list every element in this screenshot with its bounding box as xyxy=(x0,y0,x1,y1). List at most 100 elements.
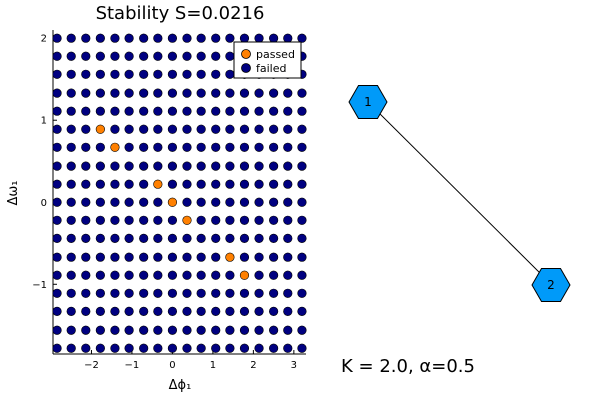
point-failed xyxy=(153,106,163,116)
point-failed xyxy=(139,233,149,243)
point-failed xyxy=(269,179,279,189)
point-failed xyxy=(225,88,235,98)
point-failed xyxy=(95,88,105,98)
y-tick-label: 0 xyxy=(41,198,47,209)
point-failed xyxy=(110,288,120,298)
point-failed xyxy=(167,270,178,280)
point-failed xyxy=(211,51,221,61)
point-failed xyxy=(110,179,120,189)
point-failed xyxy=(81,233,91,243)
point-failed xyxy=(297,197,307,207)
point-failed xyxy=(269,33,279,43)
legend-label-passed: passed xyxy=(256,48,295,61)
point-failed xyxy=(269,215,279,225)
point-failed xyxy=(167,69,178,79)
point-failed xyxy=(110,215,120,225)
point-failed xyxy=(254,197,264,207)
point-failed xyxy=(153,215,163,225)
point-failed xyxy=(182,142,192,152)
point-failed xyxy=(297,252,307,262)
point-failed xyxy=(66,343,76,353)
point-failed xyxy=(167,88,178,98)
node-2-label: 2 xyxy=(547,278,555,292)
point-failed xyxy=(52,306,62,316)
point-failed xyxy=(81,215,91,225)
point-failed xyxy=(139,343,149,353)
point-failed xyxy=(297,215,307,225)
point-failed xyxy=(139,69,149,79)
point-failed xyxy=(153,69,163,79)
point-failed xyxy=(66,33,76,43)
point-failed xyxy=(167,252,178,262)
point-failed xyxy=(95,197,105,207)
node-2-hexagon xyxy=(531,268,571,302)
point-failed xyxy=(211,142,221,152)
point-failed xyxy=(52,325,62,335)
point-failed xyxy=(211,270,221,280)
point-failed xyxy=(182,161,192,171)
point-failed xyxy=(167,343,178,353)
data-points xyxy=(52,33,307,353)
point-failed xyxy=(52,69,62,79)
point-failed xyxy=(211,288,221,298)
legend: passed failed xyxy=(233,41,302,79)
point-failed xyxy=(269,343,279,353)
point-failed xyxy=(124,215,134,225)
point-failed xyxy=(196,179,206,189)
point-failed xyxy=(124,270,134,280)
point-failed xyxy=(283,233,293,243)
legend-box xyxy=(233,41,302,79)
point-failed xyxy=(239,142,250,152)
point-failed xyxy=(297,161,307,171)
point-failed xyxy=(297,33,307,43)
point-failed xyxy=(182,343,192,353)
point-failed xyxy=(182,197,192,207)
point-failed xyxy=(239,106,250,116)
point-failed xyxy=(167,51,178,61)
point-failed xyxy=(81,343,91,353)
point-failed xyxy=(254,179,264,189)
point-failed xyxy=(297,106,307,116)
point-passed xyxy=(167,197,178,207)
point-failed xyxy=(182,325,192,335)
point-failed xyxy=(269,270,279,280)
point-failed xyxy=(283,325,293,335)
point-failed xyxy=(225,69,235,79)
point-failed xyxy=(81,161,91,171)
point-failed xyxy=(182,270,192,280)
point-failed xyxy=(153,270,163,280)
point-failed xyxy=(196,106,206,116)
point-failed xyxy=(81,106,91,116)
point-failed xyxy=(95,306,105,316)
point-failed xyxy=(52,161,62,171)
point-failed xyxy=(110,270,120,280)
point-failed xyxy=(254,106,264,116)
point-failed xyxy=(196,343,206,353)
point-failed xyxy=(211,33,221,43)
point-failed xyxy=(283,215,293,225)
point-failed xyxy=(225,306,235,316)
point-failed xyxy=(153,33,163,43)
point-failed xyxy=(167,33,178,43)
point-failed xyxy=(124,124,134,134)
point-failed xyxy=(196,33,206,43)
point-failed xyxy=(153,124,163,134)
point-failed xyxy=(153,306,163,316)
point-failed xyxy=(182,306,192,316)
point-failed xyxy=(283,161,293,171)
point-failed xyxy=(124,233,134,243)
point-failed xyxy=(66,233,76,243)
point-failed xyxy=(239,197,250,207)
point-failed xyxy=(66,88,76,98)
point-failed xyxy=(66,325,76,335)
legend-marker-passed xyxy=(241,49,251,59)
point-failed xyxy=(52,179,62,189)
point-failed xyxy=(269,233,279,243)
point-failed xyxy=(167,161,178,171)
edge-1-2 xyxy=(367,101,552,285)
point-failed xyxy=(269,197,279,207)
point-failed xyxy=(225,33,235,43)
point-failed xyxy=(182,33,192,43)
point-failed xyxy=(196,270,206,280)
point-failed xyxy=(211,179,221,189)
